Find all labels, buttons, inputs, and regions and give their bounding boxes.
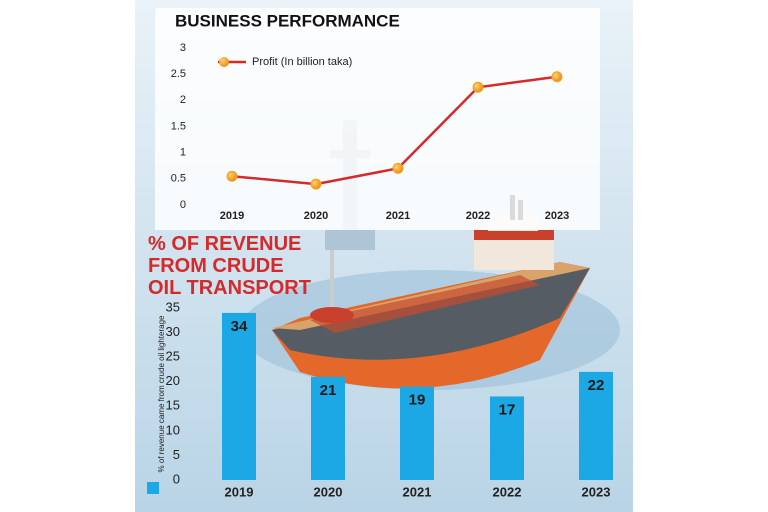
marker bbox=[392, 162, 404, 174]
bar bbox=[311, 376, 345, 480]
x-tick-label: 2019 bbox=[220, 210, 244, 222]
value-label: 17 bbox=[499, 401, 516, 418]
x-tick-label: 2021 bbox=[386, 210, 410, 222]
y-tick-label: 2 bbox=[180, 94, 186, 106]
x-tick-label: 2020 bbox=[304, 210, 328, 222]
chart-title: BUSINESS PERFORMANCE bbox=[175, 11, 400, 30]
y-axis-label: % of revenue came from crude oil lighter… bbox=[157, 315, 166, 473]
y-tick-label: 0.5 bbox=[171, 173, 186, 185]
x-tick-label: 2021 bbox=[403, 484, 432, 499]
legend-swatch bbox=[147, 482, 159, 494]
y-tick-label: 1.5 bbox=[171, 120, 186, 132]
x-tick-label: 2022 bbox=[466, 210, 490, 222]
y-tick-label: 25 bbox=[166, 349, 180, 364]
y-tick-label: 30 bbox=[166, 324, 180, 339]
y-tick-label: 2.5 bbox=[171, 68, 186, 80]
y-tick-label: 10 bbox=[166, 422, 180, 437]
value-label: 34 bbox=[231, 318, 248, 335]
marker bbox=[472, 81, 484, 93]
line-chart-box bbox=[155, 8, 600, 230]
bar bbox=[400, 386, 434, 480]
x-tick-label: 2020 bbox=[314, 484, 343, 499]
marker bbox=[226, 170, 238, 182]
ship-illustration bbox=[240, 195, 620, 390]
bar bbox=[579, 371, 613, 480]
y-tick-label: 35 bbox=[166, 299, 180, 314]
y-tick-label: 1 bbox=[180, 147, 186, 159]
y-axis-label-group: % of revenue came from crude oil lighter… bbox=[157, 315, 166, 473]
y-tick-label: 15 bbox=[166, 398, 180, 413]
x-tick-label: 2023 bbox=[582, 484, 611, 499]
marker bbox=[551, 71, 563, 83]
value-label: 22 bbox=[588, 377, 605, 394]
x-tick-label: 2019 bbox=[225, 484, 254, 499]
bar bbox=[490, 396, 524, 480]
y-tick-label: 0 bbox=[173, 471, 180, 486]
bar bbox=[222, 312, 256, 480]
y-tick-label: 5 bbox=[173, 447, 180, 462]
marker bbox=[310, 178, 322, 190]
value-label: 21 bbox=[320, 382, 337, 399]
legend-marker bbox=[219, 57, 229, 67]
y-tick-label: 20 bbox=[166, 373, 180, 388]
x-tick-label: 2022 bbox=[493, 484, 522, 499]
legend-label: Profit (In billion taka) bbox=[252, 56, 352, 68]
x-tick-label: 2023 bbox=[545, 210, 569, 222]
y-tick-label: 3 bbox=[180, 42, 186, 54]
y-tick-label: 0 bbox=[180, 199, 186, 211]
value-label: 19 bbox=[409, 392, 426, 409]
chart-title: % OF REVENUE FROM CRUDE OIL TRANSPORT bbox=[148, 233, 311, 299]
